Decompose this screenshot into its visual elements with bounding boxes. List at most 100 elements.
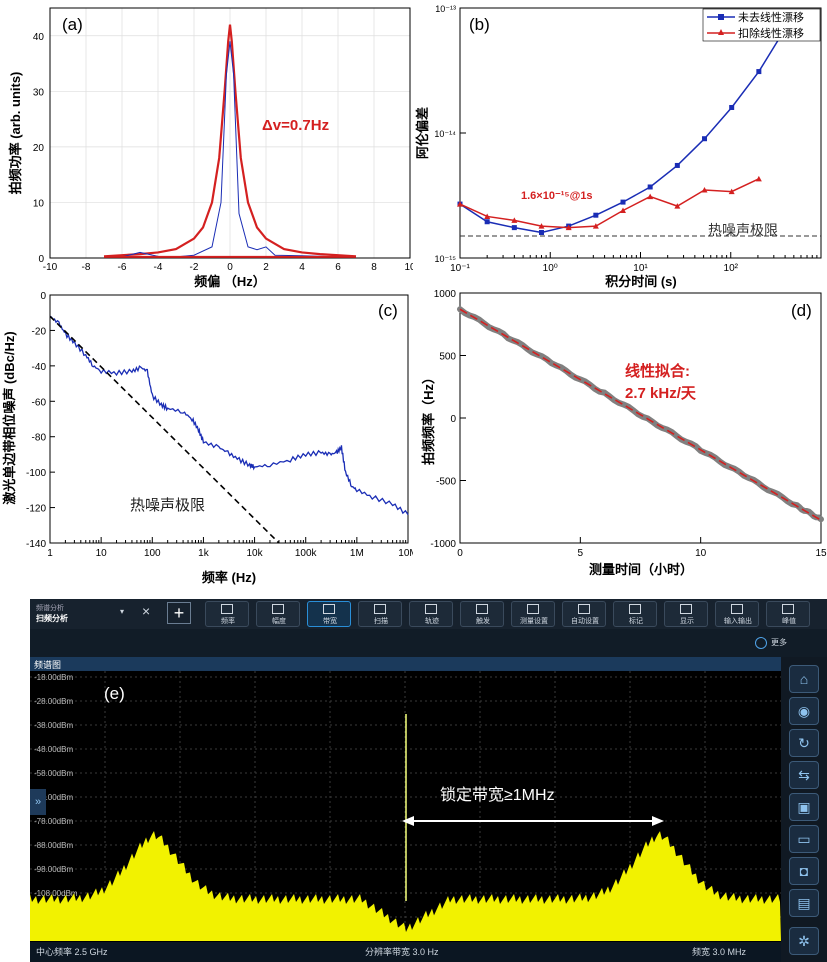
toolbar-button-3[interactable]: 扫描 — [358, 601, 402, 627]
ref-level-label: -58.00dBm — [34, 769, 73, 778]
chart-b: 10⁻¹ 10⁰ 10¹ 10² 10⁻¹⁵ 10⁻¹⁴ 10⁻¹³ (b) 1.6×10⁻… — [415, 4, 822, 289]
tick-label-y-d: -1000 — [430, 539, 456, 550]
settings-icon[interactable]: ✲ — [789, 927, 819, 955]
data-point-b1 — [674, 162, 680, 168]
sa-footer: 中心频率 2.5 GHz 分辨率带宽 3.0 Hz 频宽 3.0 MHz — [30, 942, 781, 962]
toolbar-button-9[interactable]: 显示 — [664, 601, 708, 627]
toolbar-label: 带宽 — [323, 618, 337, 625]
toolbar-button-8[interactable]: 标记 — [613, 601, 657, 627]
screenshot-icon[interactable]: ◘ — [789, 857, 819, 885]
tick-label-x-d: 5 — [578, 548, 584, 559]
ref-level-label: -68.00dBm — [34, 793, 73, 802]
toolbar-icon — [476, 604, 488, 614]
tick-label-x-a: -4 — [154, 262, 163, 273]
tick-label-y-d: 1000 — [434, 289, 457, 300]
save-icon[interactable]: ▣ — [789, 793, 819, 821]
toolbar-label: 测量设置 — [520, 618, 548, 625]
toolbar-button-6[interactable]: 测量设置 — [511, 601, 555, 627]
tick-label-x-a: -2 — [190, 262, 199, 273]
data-point-b2 — [565, 224, 572, 231]
toolbar-icon — [731, 604, 743, 614]
spectrum-tab[interactable]: 频谱图 — [34, 660, 62, 670]
ylabel-d: 拍频频率（Hz） — [421, 371, 436, 465]
data-point-b2 — [701, 186, 708, 193]
tick-label-x-c: 100k — [295, 548, 318, 559]
toolbar-icon — [527, 604, 539, 614]
home-icon[interactable]: ⌂ — [789, 665, 819, 693]
data-point-b2 — [674, 203, 681, 209]
floor-label-b: 热噪声极限 — [708, 222, 778, 238]
tick-label-x-d: 10 — [695, 548, 707, 559]
toolbar-icon — [272, 604, 284, 614]
tick-label-y-c: -80 — [32, 433, 47, 444]
toolbar-button-2[interactable]: 带宽 — [307, 601, 351, 627]
toolbar-button-10[interactable]: 输入输出 — [715, 601, 759, 627]
series-line-a1 — [103, 24, 357, 258]
tick-label-x-c: 1M — [350, 548, 364, 559]
tick-label-x-a: 4 — [299, 262, 305, 273]
tick-label-x-a: 8 — [371, 262, 377, 273]
annotation-b: 1.6×10⁻¹⁵@1s — [521, 190, 593, 202]
close-icon[interactable]: × — [142, 603, 151, 619]
xlabel-c: 频率 (Hz) — [202, 570, 256, 585]
spectrum-trace-fill — [30, 831, 781, 941]
legend-marker-2 — [718, 29, 724, 35]
ref-level-label: -108.00dBm — [34, 889, 78, 898]
annotation-e: 锁定带宽≥1MHz — [440, 786, 555, 804]
toolbar-icon — [323, 604, 335, 614]
add-tab-button[interactable]: + — [167, 602, 191, 624]
tick-label-x-c: 1 — [47, 548, 53, 559]
toolbar-button-0[interactable]: 频率 — [205, 601, 249, 627]
plot-frame-a — [49, 7, 411, 259]
legend-marker-1 — [718, 14, 724, 20]
ylabel-c: 激光单边带相位噪声 (dBc/Hz) — [2, 331, 17, 504]
data-point-b2 — [755, 175, 762, 182]
toolbar-label: 幅度 — [272, 618, 286, 625]
more-button[interactable]: 更多 — [771, 638, 787, 647]
plot-frame-c — [49, 294, 409, 544]
tick-label-x-b: 10¹ — [633, 263, 648, 274]
data-point-b1 — [729, 104, 735, 110]
toolbar-label: 输入输出 — [724, 618, 752, 625]
data-point-b1 — [620, 199, 626, 205]
legend-entry-2: 扣除线性漂移 — [738, 26, 804, 40]
tick-label-y-c: -120 — [26, 504, 46, 515]
tick-label-y-c: 0 — [40, 291, 46, 302]
tick-label-y-a: 20 — [33, 143, 45, 154]
folder-icon[interactable]: ▭ — [789, 825, 819, 853]
ref-level-label: -88.00dBm — [34, 841, 73, 850]
refresh-icon[interactable]: ↻ — [789, 729, 819, 757]
toolbar-icon — [221, 604, 233, 614]
data-point-b1 — [539, 229, 545, 235]
toolbar-button-4[interactable]: 轨迹 — [409, 601, 453, 627]
tick-label-x-a: -8 — [82, 262, 91, 273]
bandwidth-arrow — [402, 816, 664, 826]
expand-icon[interactable]: » — [30, 789, 46, 815]
xlabel-b: 积分时间 (s) — [605, 274, 677, 289]
chevron-down-icon[interactable]: ▾ — [120, 607, 125, 616]
tick-label-x-a: 0 — [227, 262, 233, 273]
series-line-c — [49, 315, 409, 516]
toolbar-button-1[interactable]: 幅度 — [256, 601, 300, 627]
tick-label-y-b: 10⁻¹⁵ — [435, 254, 457, 264]
ylabel-a: 拍频功率 (arb. units) — [8, 72, 23, 195]
rbw-readout: 分辨率带宽 3.0 Hz — [365, 947, 439, 957]
toolbar-button-11[interactable]: 峰值 — [766, 601, 810, 627]
tick-label-y-a: 30 — [33, 87, 45, 98]
toolbar-button-7[interactable]: 自动设置 — [562, 601, 606, 627]
toolbar-icon — [629, 604, 641, 614]
screen-icon[interactable]: ▤ — [789, 889, 819, 917]
toolbar-label: 峰值 — [782, 618, 796, 625]
toolbar-icon — [578, 604, 590, 614]
toolbar-button-5[interactable]: 触发 — [460, 601, 504, 627]
more-icon[interactable] — [755, 637, 767, 649]
swap-icon[interactable]: ⇆ — [789, 761, 819, 789]
sa-sidebar: ⌂ ◉ ↻ ⇆ ▣ ▭ ◘ ▤ ✲ — [781, 657, 827, 962]
tick-label-x-c: 100 — [144, 548, 161, 559]
user-icon[interactable]: ◉ — [789, 697, 819, 725]
tick-label-y-c: -60 — [32, 397, 47, 408]
tick-label-x-a: -6 — [118, 262, 127, 273]
tick-label-x-c: 10 — [96, 548, 108, 559]
mode-line2[interactable]: 扫频分析 — [36, 614, 68, 623]
toolbar-label: 频率 — [221, 618, 235, 625]
